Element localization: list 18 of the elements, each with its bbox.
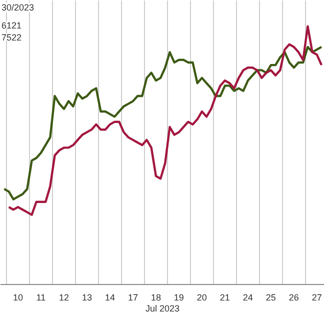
x-tick-label: 27 [312,292,322,302]
x-axis-title: Jul 2023 [145,304,180,314]
annotation: 6121 [2,20,22,30]
x-tick-label: 10 [12,292,23,302]
annotation: 7522 [2,32,22,42]
x-tick-label: 24 [242,292,253,302]
x-tick-label: 13 [82,292,92,302]
x-tick-label: 21 [220,292,230,302]
x-tick-label: 14 [104,292,115,302]
x-tick-label: 19 [174,292,184,302]
x-tick-label: 25 [266,292,276,302]
x-tick-label: 17 [128,292,138,302]
x-tick-label: 20 [196,292,207,302]
x-tick-label: 12 [58,292,69,302]
x-tick-label: 11 [36,292,46,302]
text: 30/2023 [2,2,34,12]
x-tick-label: 18 [150,292,161,302]
x-tick-label: 26 [288,292,299,302]
